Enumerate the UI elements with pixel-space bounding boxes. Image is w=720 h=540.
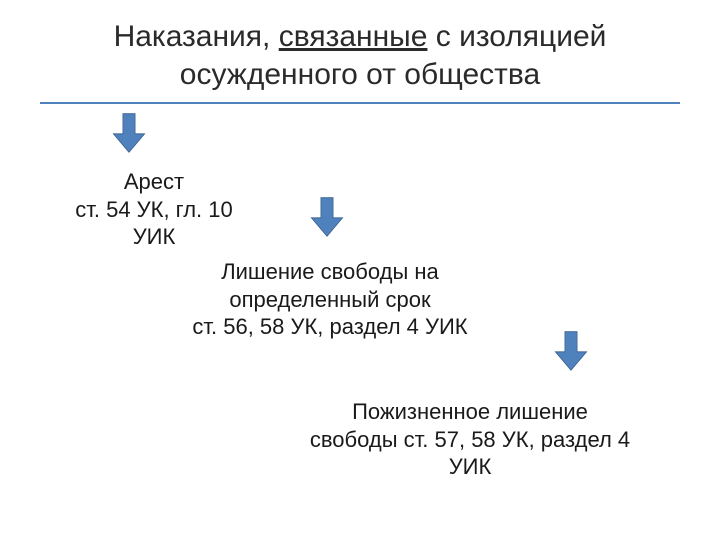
down-arrow-icon bbox=[112, 112, 146, 154]
down-arrow-icon bbox=[554, 330, 588, 372]
text-block: Арест ст. 54 УК, гл. 10УИК bbox=[54, 168, 254, 251]
text-line: УИК bbox=[449, 454, 492, 479]
title-divider bbox=[40, 102, 680, 104]
title-line1-pre: Наказания, bbox=[114, 20, 279, 53]
text-line: ст. 56, 58 УК, раздел 4 УИК bbox=[192, 314, 467, 339]
text-line: свободы ст. 57, 58 УК, раздел 4 bbox=[310, 427, 630, 452]
slide: Наказания, связанные с изоляцией осужден… bbox=[0, 0, 720, 540]
title-line1-post: с изоляцией bbox=[427, 20, 606, 53]
text-block: Лишение свободы на определенный срокст. 5… bbox=[145, 258, 515, 341]
down-arrow-icon bbox=[310, 196, 344, 238]
text-line: определенный срок bbox=[229, 287, 430, 312]
text-line: Пожизненное лишение bbox=[352, 399, 588, 424]
text-block: Пожизненное лишение свободы ст. 57, 58 УК… bbox=[260, 398, 680, 481]
text-line: Арест bbox=[124, 169, 184, 194]
text-line: Лишение свободы на bbox=[221, 259, 439, 284]
slide-title: Наказания, связанные с изоляцией осужден… bbox=[0, 18, 720, 93]
text-line: УИК bbox=[133, 224, 176, 249]
text-line: ст. 54 УК, гл. 10 bbox=[75, 197, 233, 222]
title-line1-underlined: связанные bbox=[279, 20, 428, 53]
title-line2: осужденного от общества bbox=[180, 58, 540, 91]
